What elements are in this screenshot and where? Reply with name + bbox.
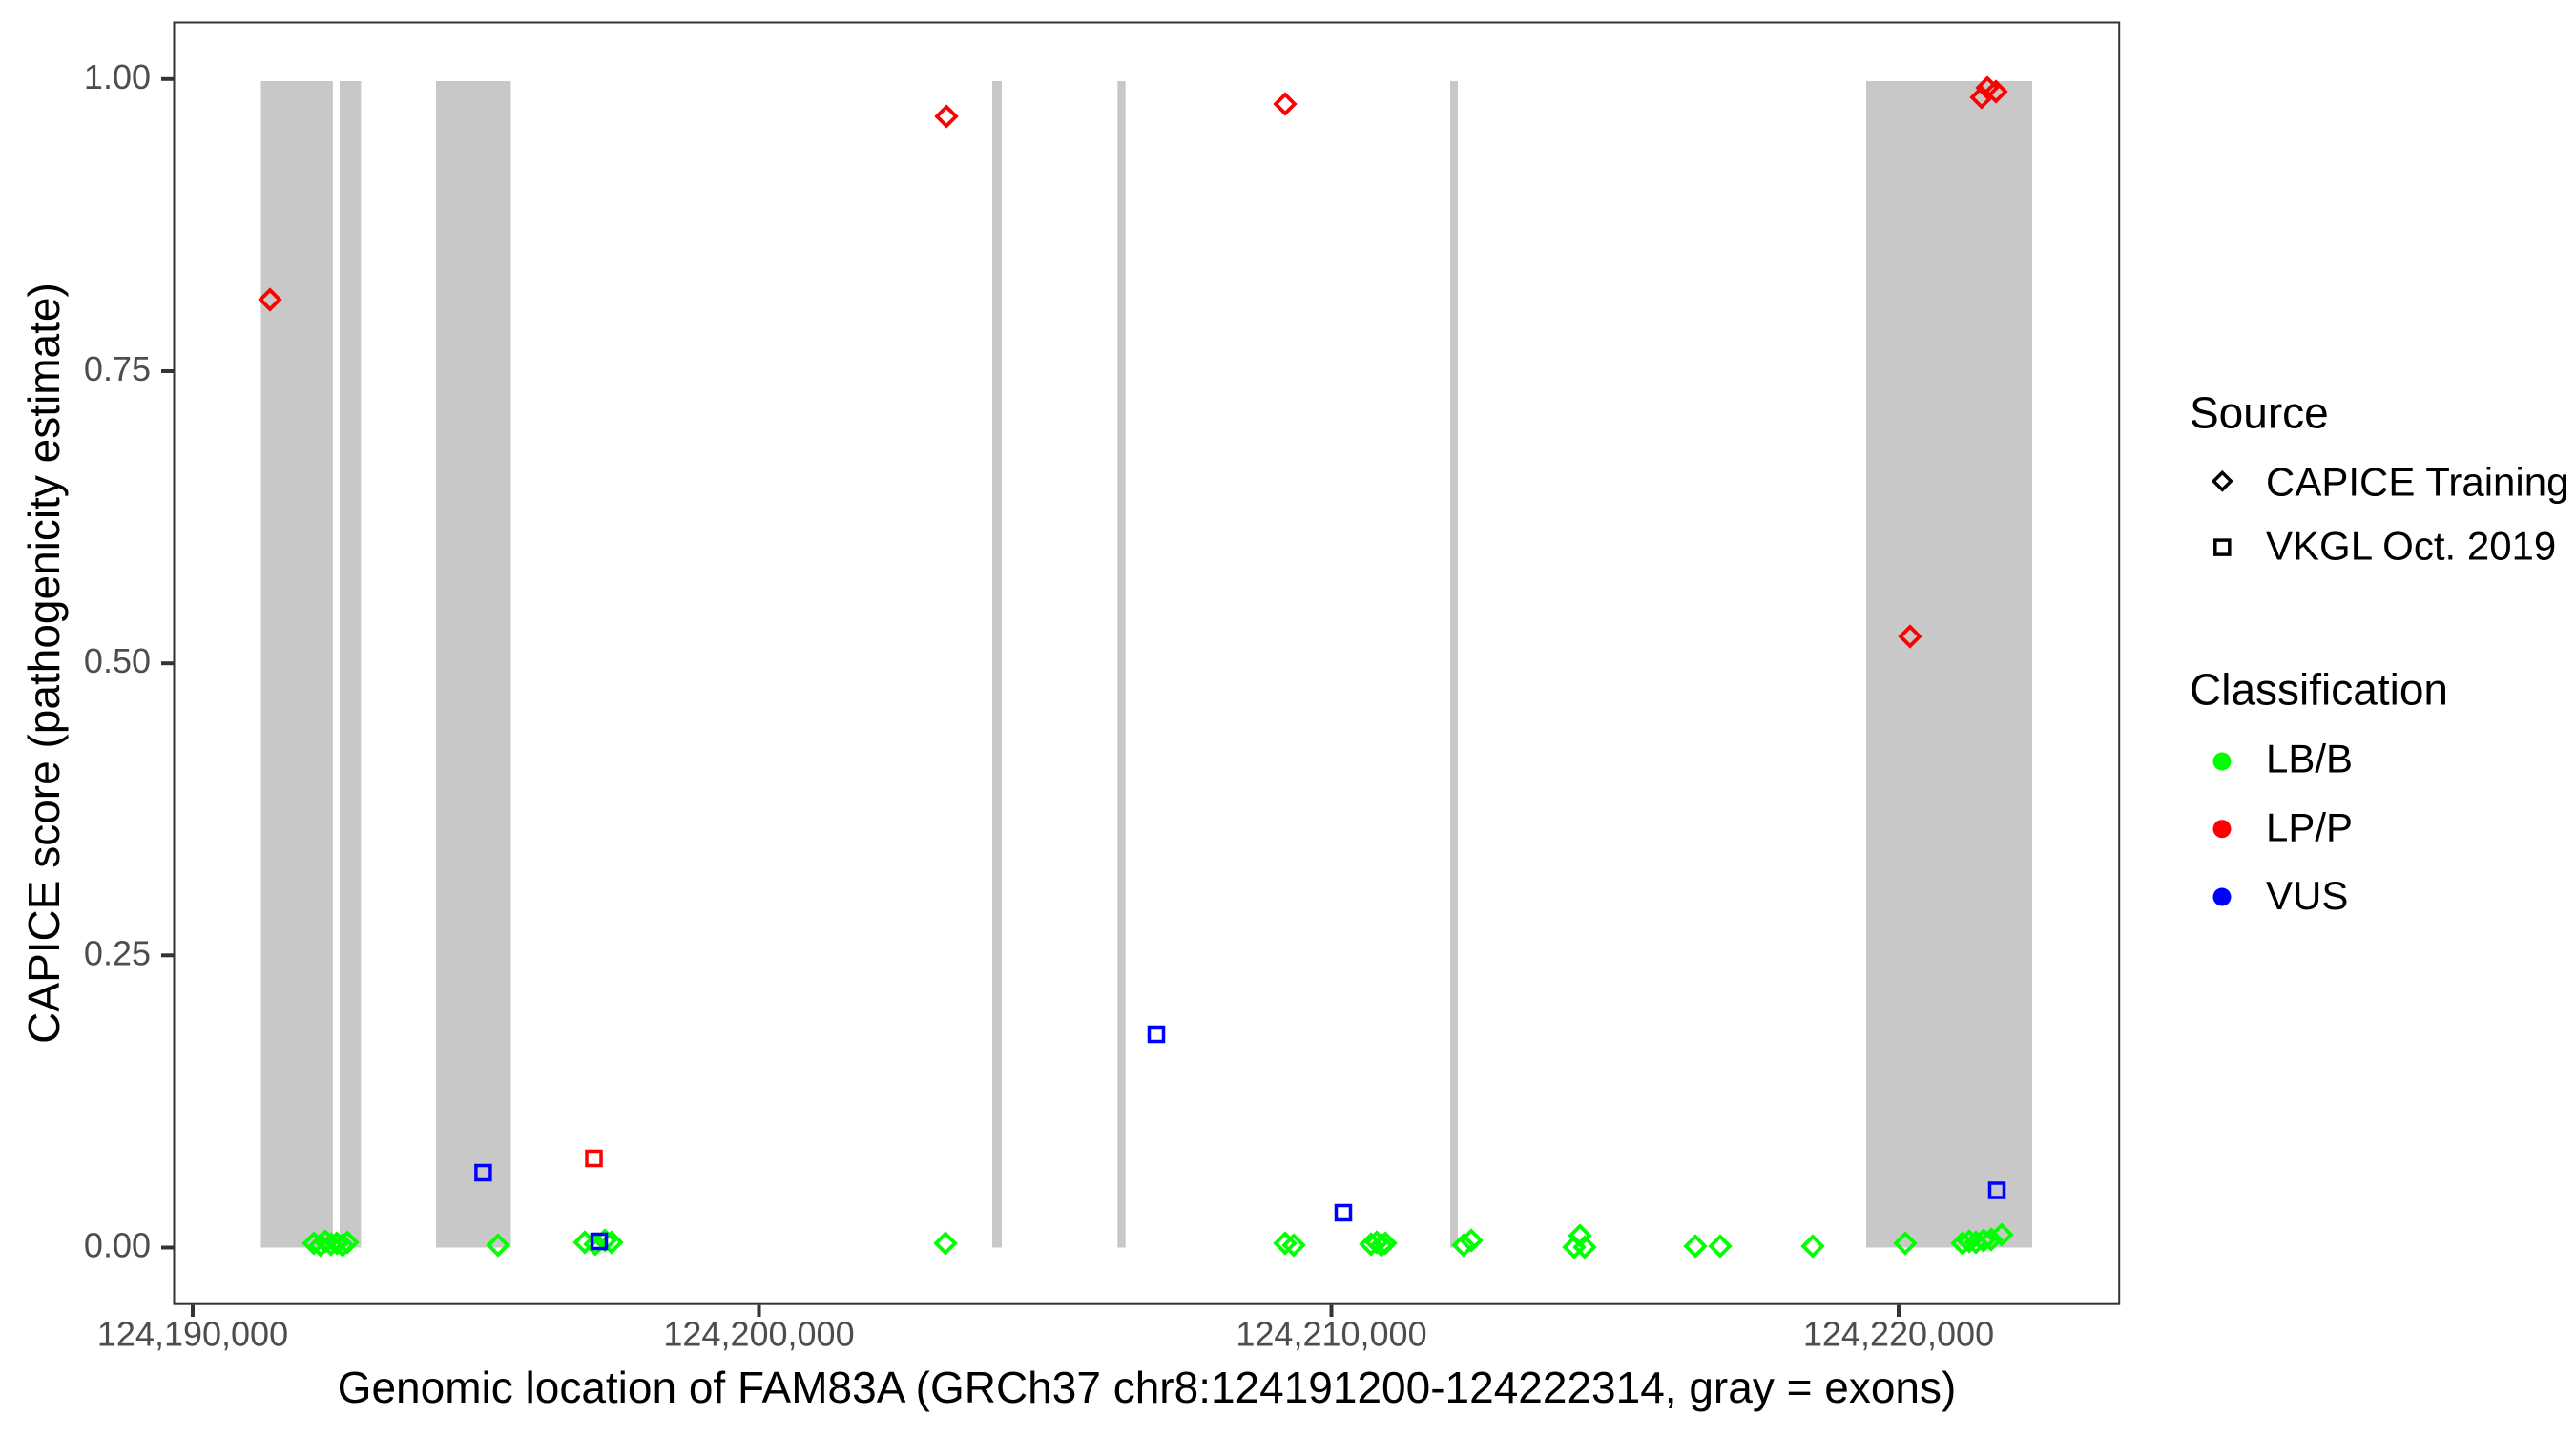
svg-text:1.00: 1.00 bbox=[84, 57, 151, 96]
svg-text:CAPICE Training: CAPICE Training bbox=[2266, 460, 2568, 505]
svg-text:LP/P: LP/P bbox=[2266, 805, 2353, 850]
svg-text:CAPICE score (pathogenicity es: CAPICE score (pathogenicity estimate) bbox=[19, 282, 69, 1044]
svg-text:124,210,000: 124,210,000 bbox=[1236, 1315, 1426, 1354]
svg-text:0.00: 0.00 bbox=[84, 1226, 151, 1265]
svg-text:124,200,000: 124,200,000 bbox=[663, 1315, 854, 1354]
svg-text:Genomic location of FAM83A (GR: Genomic location of FAM83A (GRCh37 chr8:… bbox=[338, 1363, 1957, 1412]
svg-text:124,220,000: 124,220,000 bbox=[1803, 1315, 1994, 1354]
svg-text:LB/B: LB/B bbox=[2266, 737, 2353, 781]
svg-text:124,190,000: 124,190,000 bbox=[97, 1315, 288, 1354]
svg-text:Classification: Classification bbox=[2190, 665, 2448, 715]
svg-text:0.75: 0.75 bbox=[84, 349, 151, 388]
svg-text:0.50: 0.50 bbox=[84, 641, 151, 680]
svg-text:VUS: VUS bbox=[2266, 873, 2348, 918]
svg-text:0.25: 0.25 bbox=[84, 933, 151, 972]
svg-text:Source: Source bbox=[2190, 388, 2329, 438]
svg-text:VKGL Oct. 2019: VKGL Oct. 2019 bbox=[2266, 524, 2556, 569]
